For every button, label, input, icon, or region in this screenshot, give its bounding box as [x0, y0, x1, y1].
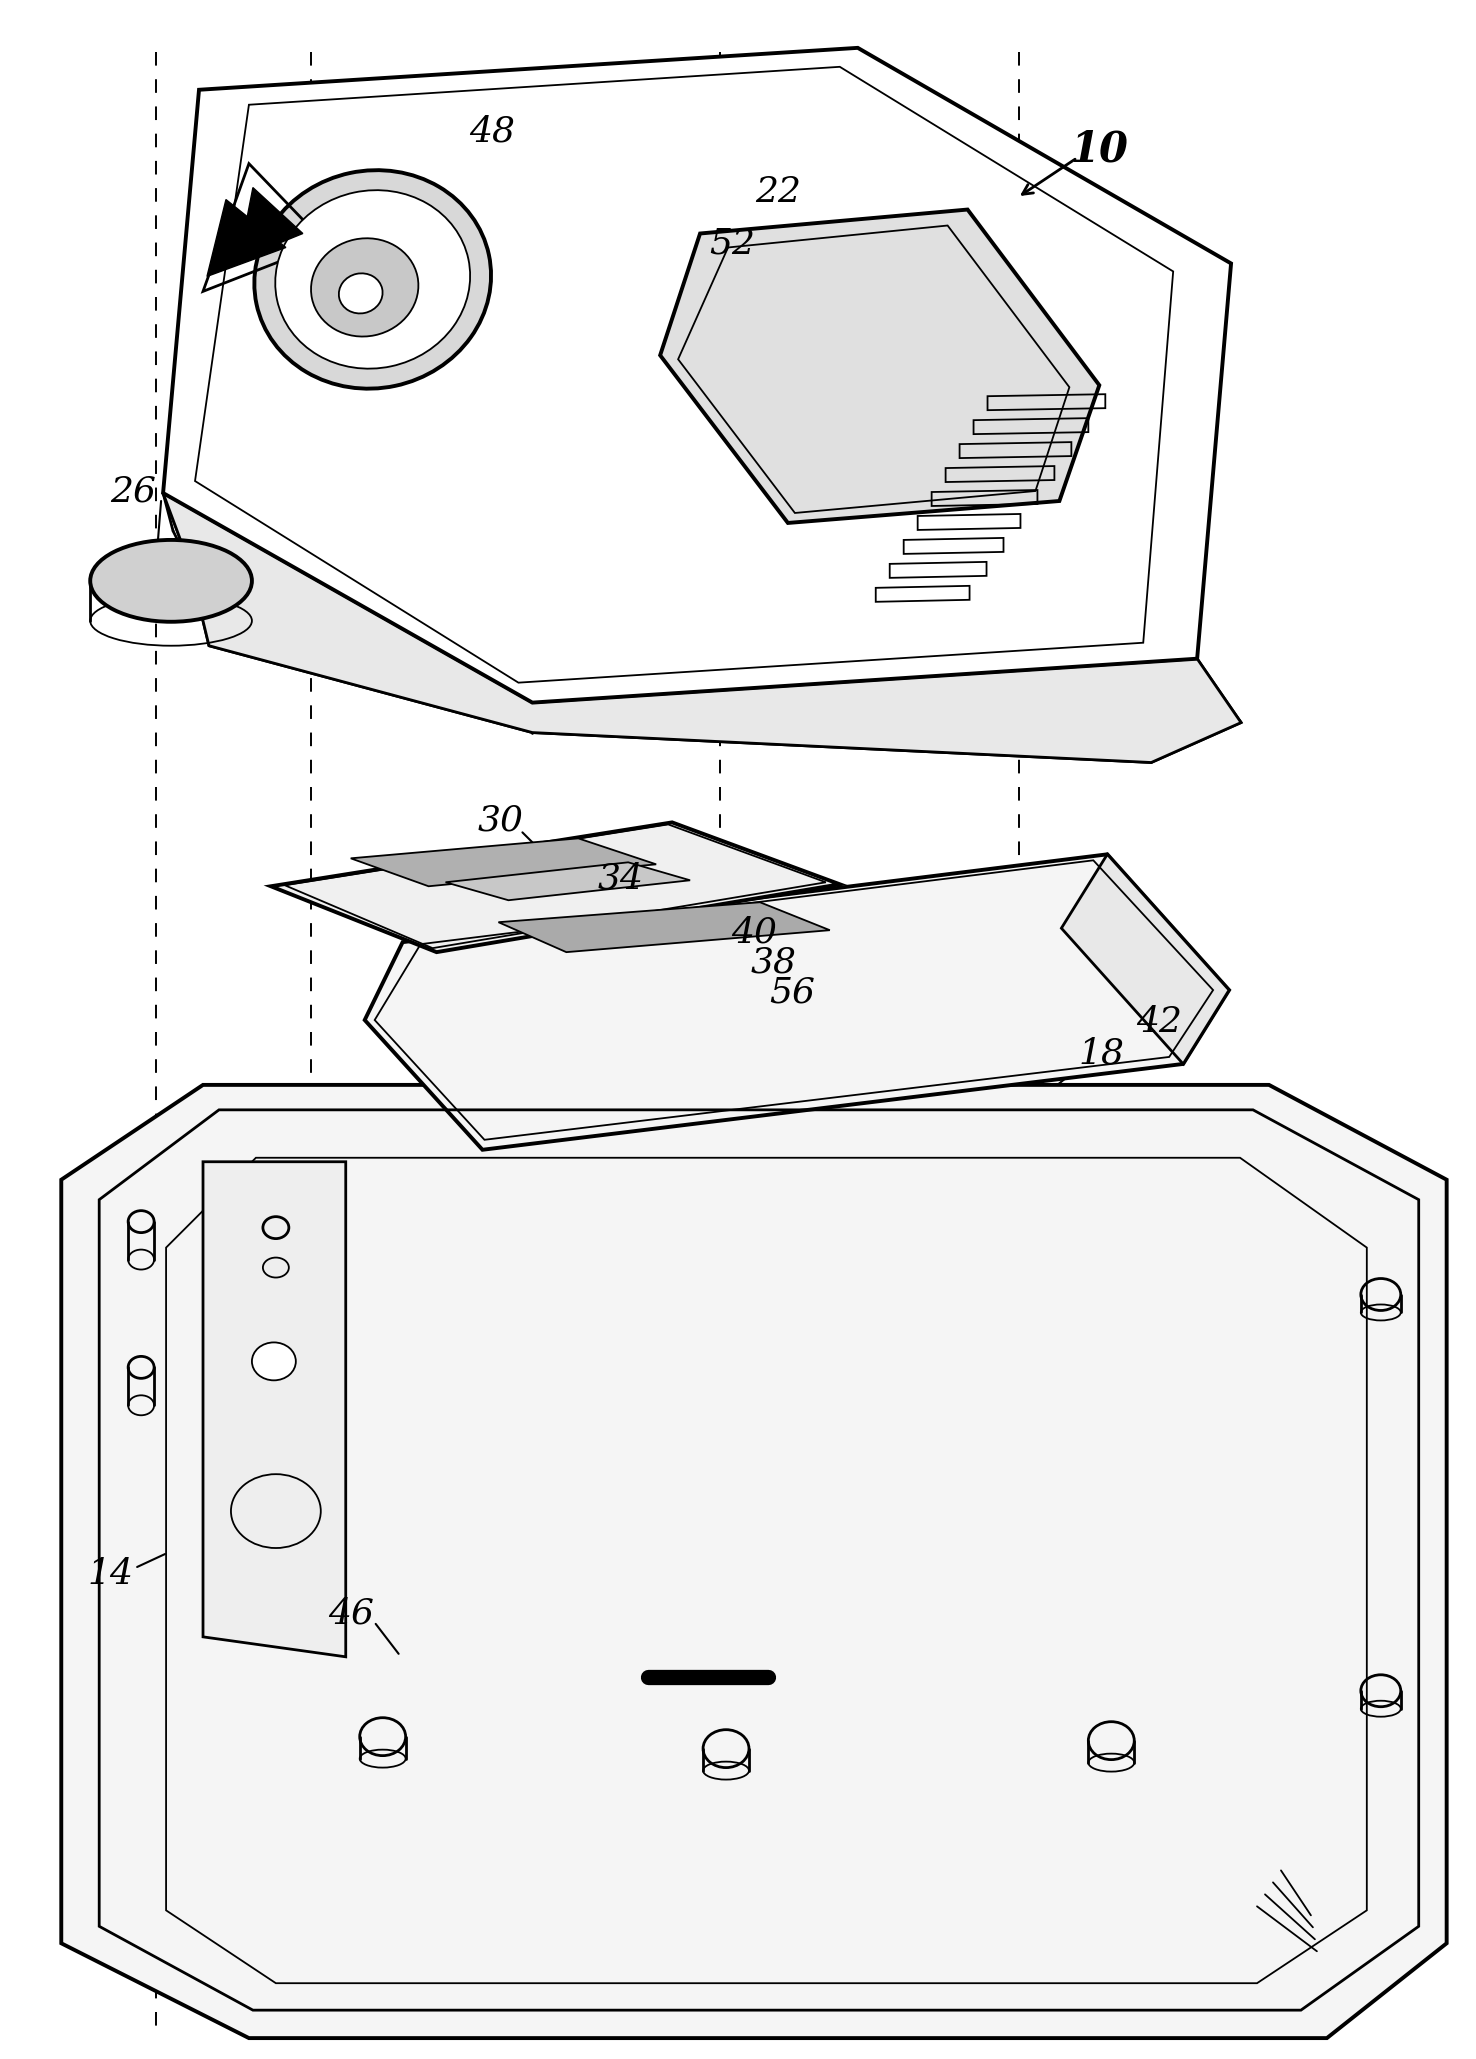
Text: 48: 48	[469, 115, 515, 148]
Polygon shape	[351, 838, 657, 885]
Ellipse shape	[252, 1342, 295, 1380]
Ellipse shape	[339, 274, 382, 313]
Ellipse shape	[275, 189, 471, 369]
Text: 26: 26	[111, 474, 156, 509]
Text: 18: 18	[1079, 1038, 1125, 1071]
Text: 14: 14	[87, 1557, 133, 1592]
Polygon shape	[162, 492, 1241, 762]
Text: 56: 56	[769, 976, 815, 1009]
Polygon shape	[446, 863, 691, 900]
Text: 22: 22	[754, 175, 801, 208]
Ellipse shape	[254, 171, 492, 389]
Polygon shape	[660, 210, 1100, 523]
Ellipse shape	[90, 539, 252, 622]
Polygon shape	[1061, 854, 1230, 1065]
Text: 10: 10	[1070, 128, 1128, 171]
Text: 34: 34	[598, 861, 644, 896]
Polygon shape	[272, 822, 840, 951]
Polygon shape	[207, 200, 286, 276]
Polygon shape	[239, 187, 303, 259]
Text: 46: 46	[328, 1598, 373, 1631]
Polygon shape	[499, 902, 830, 951]
Text: 40: 40	[731, 914, 776, 949]
Text: 38: 38	[751, 945, 797, 980]
Text: 42: 42	[1137, 1005, 1182, 1040]
Polygon shape	[204, 1161, 345, 1657]
Polygon shape	[365, 854, 1230, 1149]
Polygon shape	[162, 47, 1231, 702]
Polygon shape	[62, 1085, 1446, 2038]
Text: 52: 52	[708, 226, 756, 261]
Ellipse shape	[311, 239, 418, 336]
Text: 30: 30	[477, 803, 524, 838]
